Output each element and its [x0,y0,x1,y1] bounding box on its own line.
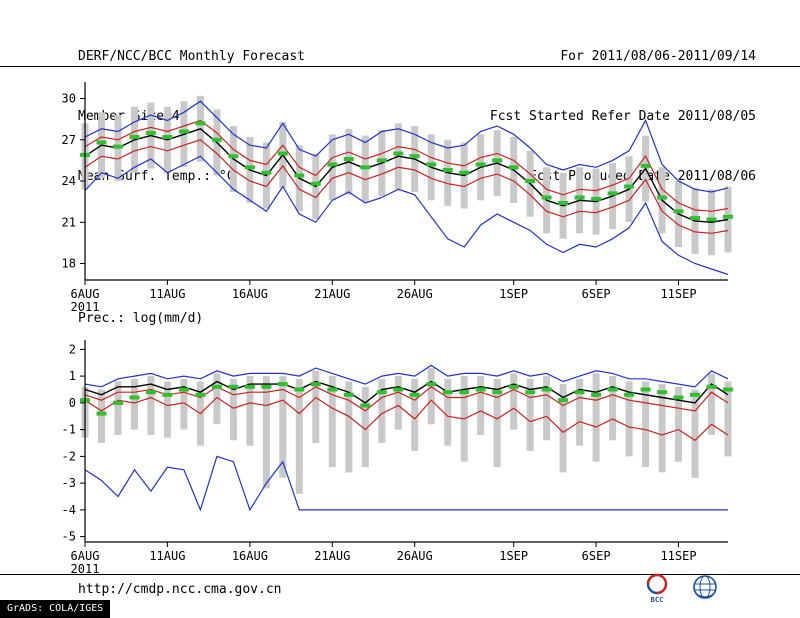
svg-text:11SEP: 11SEP [660,549,696,563]
header-divider [0,66,800,67]
svg-text:30: 30 [62,92,76,106]
svg-text:1: 1 [69,369,76,383]
svg-text:11AUG: 11AUG [149,287,185,301]
page-title: DERF/NCC/BCC Monthly Forecast [78,49,305,64]
forecast-range-label: For 2011/08/06-2011/09/14 [560,49,756,64]
svg-text:26AUG: 26AUG [397,549,433,563]
svg-text:16AUG: 16AUG [232,287,268,301]
svg-text:21: 21 [62,215,76,229]
svg-text:1SEP: 1SEP [499,549,528,563]
svg-text:6SEP: 6SEP [582,549,611,563]
svg-text:18: 18 [62,257,76,271]
svg-text:26AUG: 26AUG [397,287,433,301]
svg-text:2: 2 [69,342,76,356]
svg-text:2011: 2011 [71,562,100,576]
bcc-logo-label: BCC [651,596,664,603]
svg-text:27: 27 [62,133,76,147]
svg-text:21AUG: 21AUG [314,549,350,563]
svg-text:11SEP: 11SEP [660,287,696,301]
website-url: http://cmdp.ncc.cma.gov.cn [78,582,282,597]
temp-variable-label: Mean Surf. Temp.: °C [78,169,235,184]
svg-text:6AUG: 6AUG [71,287,100,301]
svg-text:16AUG: 16AUG [232,549,268,563]
footer-divider [0,574,800,575]
fcst-started-label: Fcst Started Refer Date 2011/08/05 [489,109,756,124]
cma-ncc-logo [693,575,717,599]
svg-text:-1: -1 [62,423,76,437]
svg-text:6SEP: 6SEP [582,287,611,301]
svg-text:-4: -4 [62,503,76,517]
svg-text:-5: -5 [62,530,76,544]
svg-text:11AUG: 11AUG [149,549,185,563]
svg-text:0: 0 [69,396,76,410]
svg-text:24: 24 [62,174,76,188]
bcc-logo: BCC [646,573,668,603]
svg-text:2011: 2011 [71,300,100,314]
svg-text:1SEP: 1SEP [499,287,528,301]
svg-text:-2: -2 [62,449,76,463]
svg-text:-3: -3 [62,476,76,490]
grads-credit: GrADS: COLA/IGES [0,600,111,618]
svg-text:6AUG: 6AUG [71,549,100,563]
precip-variable-label: Prec.: log(mm/d) [78,311,204,326]
svg-text:21AUG: 21AUG [314,287,350,301]
footer-logos: BCC [640,573,722,603]
